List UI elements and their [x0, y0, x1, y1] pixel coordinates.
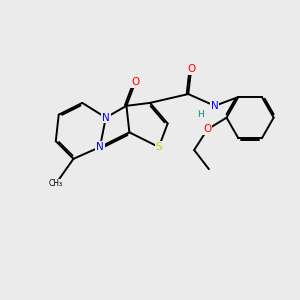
Text: H: H [197, 110, 203, 119]
Text: O: O [203, 124, 211, 134]
Text: O: O [131, 77, 140, 87]
Text: CH₃: CH₃ [49, 179, 63, 188]
Text: O: O [187, 64, 195, 74]
Text: N: N [96, 142, 104, 152]
Text: S: S [155, 142, 162, 152]
Text: N: N [102, 112, 110, 123]
Text: N: N [211, 101, 219, 111]
